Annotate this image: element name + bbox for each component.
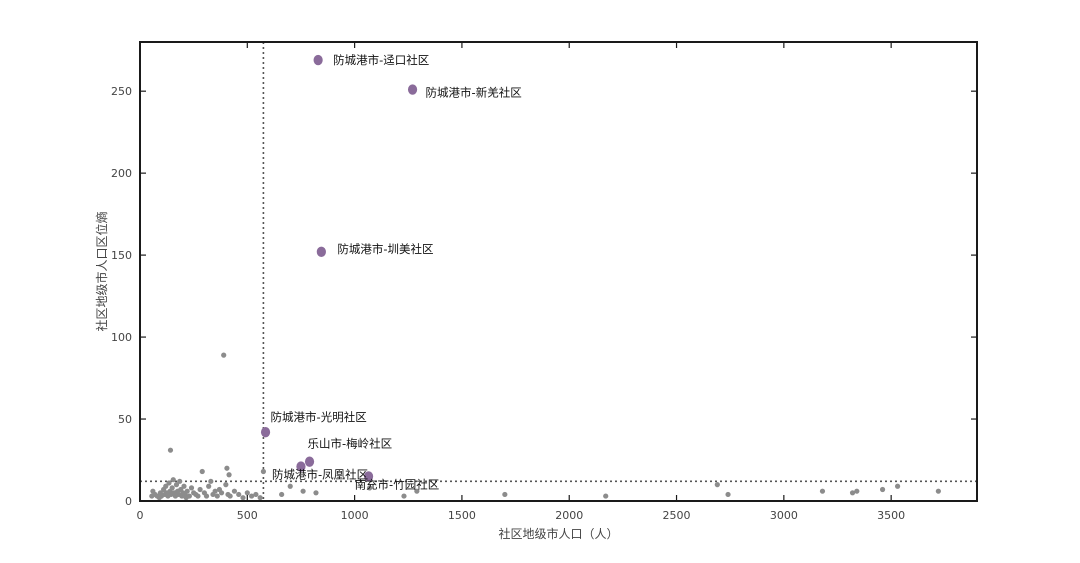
y-tick-label: 200 [111,167,132,180]
y-tick-label: 0 [125,495,132,508]
data-point [249,493,255,499]
y-tick-label: 100 [111,331,132,344]
data-point [260,468,267,475]
data-point [195,493,201,499]
data-point-label: 防城港市-凤凰社区 [272,468,368,482]
data-point [169,485,175,491]
data-point-label: 南充市-竹园社区 [355,477,440,491]
point-labels: 防城港市-迳口社区防城港市-新羌社区防城港市-圳美社区防城港市-光明社区乐山市-… [271,53,522,491]
data-point [502,491,508,498]
highlighted-data-point [260,426,271,438]
data-point [186,493,192,499]
data-point-label: 防城港市-迳口社区 [333,53,429,67]
data-point [208,478,214,484]
x-tick-label: 3000 [770,509,798,522]
data-point [849,490,856,496]
data-point [170,477,176,483]
data-point [367,485,373,491]
reference-lines [140,42,977,501]
highlighted-data-point [316,246,326,258]
y-tick-label: 150 [111,249,132,262]
data-points [149,54,941,501]
data-point [401,493,407,499]
x-tick-label: 3500 [877,509,905,522]
data-point [244,490,250,496]
data-point [206,483,212,489]
x-tick-label: 500 [237,509,258,522]
data-point [224,465,230,471]
highlighted-data-point [304,456,315,467]
data-point [714,482,720,488]
x-tick-label: 2500 [663,509,691,522]
data-point [221,352,227,358]
data-point [166,480,172,486]
x-tick-label: 0 [137,509,144,522]
data-point [725,491,731,498]
y-tick-label: 250 [111,85,132,98]
data-point [163,483,169,489]
data-point [214,493,220,499]
data-point [253,491,259,498]
plot-frame [139,41,978,502]
data-point [257,495,263,501]
highlighted-data-point [363,471,374,482]
x-tick-label: 1500 [448,509,476,522]
highlighted-data-point [313,54,323,66]
y-tick-label: 50 [118,413,132,426]
data-point [935,488,941,494]
data-point [188,485,195,491]
x-tick-label: 2000 [555,509,583,522]
data-point [287,483,293,489]
data-point-label: 防城港市-新羌社区 [426,86,522,100]
data-point [236,491,242,498]
data-point [218,490,225,496]
data-point [279,491,285,498]
data-point [197,486,203,493]
data-point [167,447,174,453]
data-point [300,488,306,494]
data-point [181,483,187,489]
data-point [894,483,901,489]
data-point [212,488,218,494]
data-point [223,482,229,488]
data-point-label: 乐山市-梅岭社区 [308,437,393,451]
data-point [231,488,238,494]
highlighted-data-point [407,84,418,95]
axis-ticks: 0 500 1000 1500 2000 2500 3000 3500 0 50 100 150 200… [111,42,977,522]
x-tick-label: 1000 [341,509,369,522]
data-point [854,488,860,494]
data-point-label: 防城港市-光明社区 [271,410,367,424]
data-point [414,488,420,494]
data-point [603,493,609,499]
data-point [879,486,886,493]
x-axis-title: 社区地级市人口（人） [498,526,618,541]
data-point [227,493,233,499]
data-point [173,482,180,488]
data-point [203,493,210,499]
data-point [819,488,826,494]
data-point [199,468,205,475]
data-point [240,495,246,501]
highlighted-data-point [296,461,306,472]
data-point [313,490,319,496]
data-point [184,488,190,494]
data-point-label: 防城港市-圳美社区 [337,242,433,256]
y-axis-title: 社区地级市人口区位熵 [94,211,109,331]
data-point [177,478,183,484]
data-point [226,472,232,478]
